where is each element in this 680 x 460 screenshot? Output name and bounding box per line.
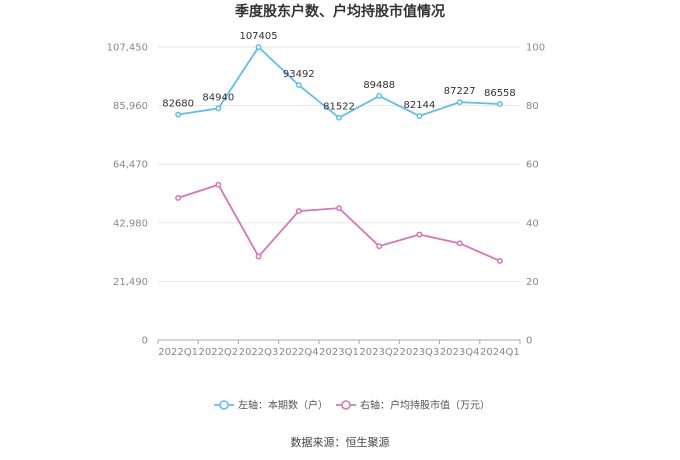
axes: 0 21,490 42,980 64,470 85,960 107,450 0 20 40 60 8… <box>107 43 545 359</box>
data-label: 93492 <box>283 69 315 80</box>
left-tick-label: 107,450 <box>107 43 148 54</box>
left-tick-label: 0 <box>142 336 148 347</box>
market-value-point <box>215 181 222 188</box>
holders-point <box>255 44 262 51</box>
data-label: 87227 <box>444 86 476 97</box>
left-tick-label: 85,960 <box>113 101 148 112</box>
data-label: 84940 <box>202 92 234 103</box>
left-tick-label: 21,490 <box>113 277 148 288</box>
x-tick-label: 2023Q2 <box>359 347 399 358</box>
holders-point <box>295 82 302 89</box>
legend-label: 右轴：户均持股市值（万元） <box>360 399 490 412</box>
right-tick-label: 0 <box>526 336 532 347</box>
legend: 左轴：本期数（户） 右轴：户均持股市值（万元） <box>214 399 490 412</box>
data-label: 89488 <box>363 80 395 91</box>
holders-point <box>336 114 342 121</box>
legend-label: 左轴：本期数（户） <box>238 399 328 412</box>
holders-point <box>456 99 463 106</box>
source-note: 数据来源：恒生聚源 <box>291 435 390 449</box>
x-tick-label: 2022Q4 <box>279 347 319 358</box>
legend-marker <box>219 400 229 410</box>
holders-point <box>175 111 182 118</box>
data-label: 82680 <box>162 99 194 110</box>
legend-marker <box>341 400 351 410</box>
holders-point <box>376 93 383 99</box>
right-tick-label: 100 <box>526 43 545 54</box>
market-value-point <box>456 240 463 247</box>
right-tick-label: 40 <box>526 218 539 229</box>
data-label: 81522 <box>323 102 355 113</box>
holders-point <box>215 105 222 112</box>
market-value-point <box>416 231 423 238</box>
x-tick-label: 2024Q1 <box>480 347 520 358</box>
chart-title: 季度股东户数、户均持股市值情况 <box>234 3 445 20</box>
x-tick-label: 2023Q3 <box>400 347 440 358</box>
right-tick-label: 20 <box>526 277 539 288</box>
market-value-point <box>496 257 503 264</box>
market-value-point <box>295 208 302 215</box>
left-tick-label: 42,980 <box>113 218 148 229</box>
market-value-point <box>336 205 342 212</box>
data-label: 82144 <box>404 100 436 111</box>
holders-point <box>496 101 503 107</box>
series-layer: 82680 84940 107405 93492 81522 89488 82144 8722… <box>162 31 516 264</box>
x-tick-label: 2022Q1 <box>158 347 198 358</box>
x-tick-label: 2023Q4 <box>440 347 480 358</box>
right-tick-label: 80 <box>526 101 539 112</box>
market-value-point <box>255 253 262 260</box>
market-value-point <box>376 243 383 250</box>
x-tick-label: 2022Q2 <box>198 347 238 358</box>
data-label: 86558 <box>484 88 516 99</box>
data-label: 107405 <box>239 31 277 42</box>
left-tick-label: 64,470 <box>113 160 148 171</box>
holders-point <box>416 113 423 119</box>
market-value-point <box>175 194 182 201</box>
x-tick-label: 2022Q3 <box>239 347 279 358</box>
right-tick-label: 60 <box>526 160 539 171</box>
x-tick-label: 2023Q1 <box>319 347 359 358</box>
